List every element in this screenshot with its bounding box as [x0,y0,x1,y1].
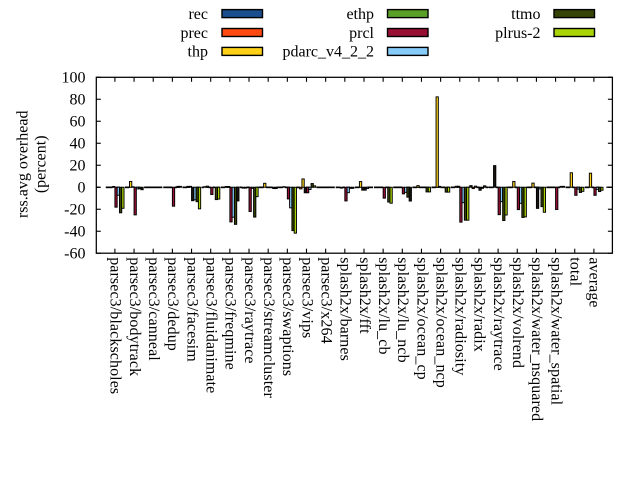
svg-text:parsec3/freqmine: parsec3/freqmine [222,257,239,370]
svg-text:-20: -20 [64,202,85,219]
svg-text:parsec3/streamcluster: parsec3/streamcluster [260,257,277,398]
svg-text:parsec3/dedup: parsec3/dedup [164,257,181,351]
svg-text:parsec3/blackscholes: parsec3/blackscholes [107,257,124,394]
svg-text:prcl: prcl [349,25,374,42]
svg-text:100: 100 [62,70,86,87]
svg-text:splash2x/radix: splash2x/radix [471,257,488,352]
svg-text:total: total [567,257,584,286]
svg-text:rec: rec [188,6,208,23]
svg-text:parsec3/bodytrack: parsec3/bodytrack [126,257,143,376]
svg-text:-40: -40 [64,224,85,241]
svg-text:splash2x/ocean_cp: splash2x/ocean_cp [413,257,430,380]
svg-text:prec: prec [180,25,208,42]
svg-text:(percent): (percent) [33,135,50,193]
svg-text:splash2x/radiosity: splash2x/radiosity [452,257,469,375]
svg-text:20: 20 [70,158,86,175]
svg-text:parsec3/x264: parsec3/x264 [318,257,335,344]
svg-text:average: average [586,257,603,307]
svg-text:splash2x/barnes: splash2x/barnes [337,257,354,361]
svg-text:splash2x/water_nsquared: splash2x/water_nsquared [528,257,545,421]
svg-text:splash2x/ocean_ncp: splash2x/ocean_ncp [432,257,449,388]
svg-text:parsec3/fluidanimate: parsec3/fluidanimate [203,257,220,393]
svg-text:parsec3/facesim: parsec3/facesim [183,257,200,362]
svg-text:splash2x/lu_ncb: splash2x/lu_ncb [394,257,411,363]
svg-text:80: 80 [70,92,86,109]
svg-text:plrus-2: plrus-2 [495,25,540,42]
svg-text:60: 60 [70,114,86,131]
svg-text:ethp: ethp [346,6,374,23]
svg-text:ttmo: ttmo [511,6,540,23]
svg-text:parsec3/canneal: parsec3/canneal [145,257,162,361]
svg-text:thp: thp [188,44,208,61]
svg-text:0: 0 [78,180,86,197]
svg-text:40: 40 [70,136,86,153]
svg-text:rss.avg overhead: rss.avg overhead [14,111,31,219]
svg-text:splash2x/fft: splash2x/fft [356,257,373,334]
svg-text:pdarc_v4_2_2: pdarc_v4_2_2 [282,44,374,61]
svg-text:parsec3/swaptions: parsec3/swaptions [279,257,296,376]
svg-text:splash2x/raytrace: splash2x/raytrace [490,257,507,371]
svg-text:parsec3/raytrace: parsec3/raytrace [241,257,258,363]
svg-text:-60: -60 [64,246,85,263]
svg-text:splash2x/lu_cb: splash2x/lu_cb [375,257,392,354]
svg-text:splash2x/volrend: splash2x/volrend [509,257,526,368]
svg-text:splash2x/water_spatial: splash2x/water_spatial [547,257,564,405]
svg-text:parsec3/vips: parsec3/vips [298,257,315,338]
